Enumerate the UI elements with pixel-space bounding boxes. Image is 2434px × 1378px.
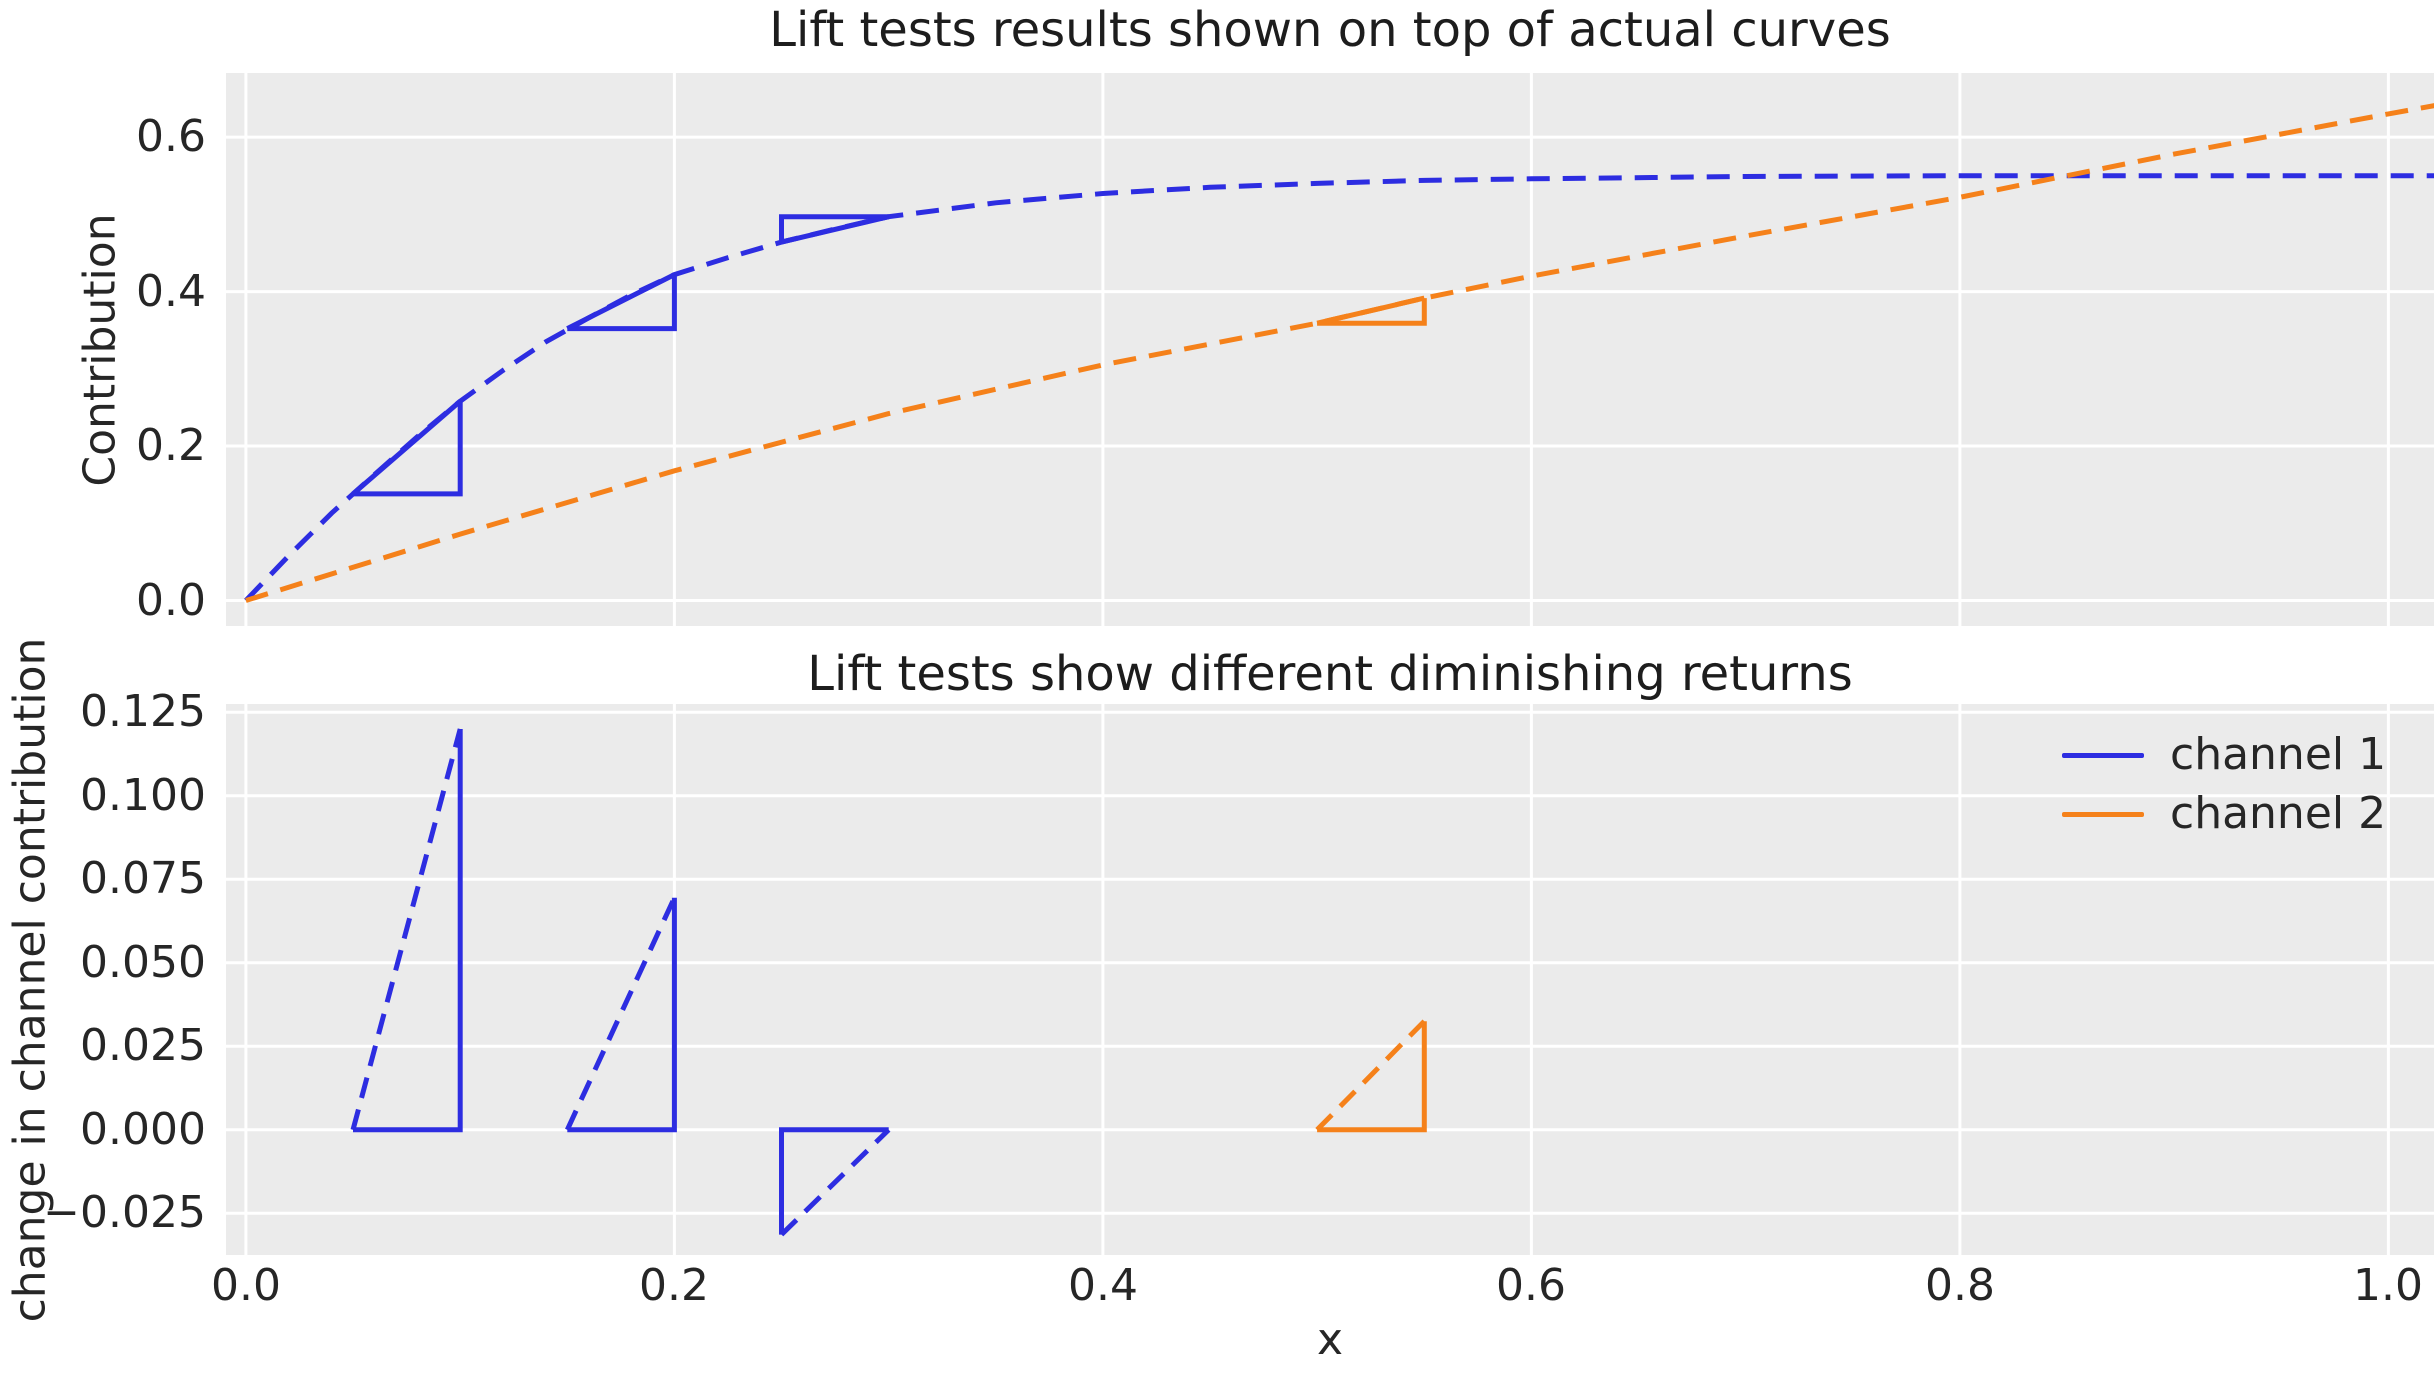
bottom-chart-title: Lift tests show different diminishing re… [807,646,1853,702]
x-tick-label: 0.8 [1925,1260,1995,1311]
y-tick-label: 0.025 [80,1020,206,1071]
y-tick-label: −0.025 [43,1187,206,1238]
y-tick-label: 0.050 [80,937,206,988]
y-tick-label: 0.0 [136,575,206,626]
y-tick-label: 0.125 [80,686,206,737]
legend-line-swatch [2062,752,2144,758]
y-tick-label: 0.000 [80,1104,206,1155]
y-tick-label: 0.100 [80,770,206,821]
y-tick-label: 0.4 [136,266,206,317]
y-tick-label: 0.6 [136,111,206,162]
legend-line-swatch [2062,811,2144,817]
legend-item: channel 1 [2062,732,2386,778]
legend: channel 1 channel 2 [2062,732,2386,837]
top-chart-title: Lift tests results shown on top of actua… [769,2,1891,58]
legend-label: channel 2 [2170,788,2387,839]
y-tick-label: 0.075 [80,853,206,904]
legend-label: channel 1 [2170,729,2387,780]
y-tick-label: 0.2 [136,420,206,471]
x-axis-label: x [1316,1314,1344,1365]
x-tick-label: 0.2 [639,1260,709,1311]
axes-top-chart [226,73,2434,626]
x-tick-label: 0.4 [1068,1260,1138,1311]
x-tick-label: 0.6 [1496,1260,1566,1311]
x-tick-label: 0.0 [211,1260,281,1311]
x-tick-label: 1.0 [2353,1260,2423,1311]
legend-item: channel 2 [2062,791,2386,837]
